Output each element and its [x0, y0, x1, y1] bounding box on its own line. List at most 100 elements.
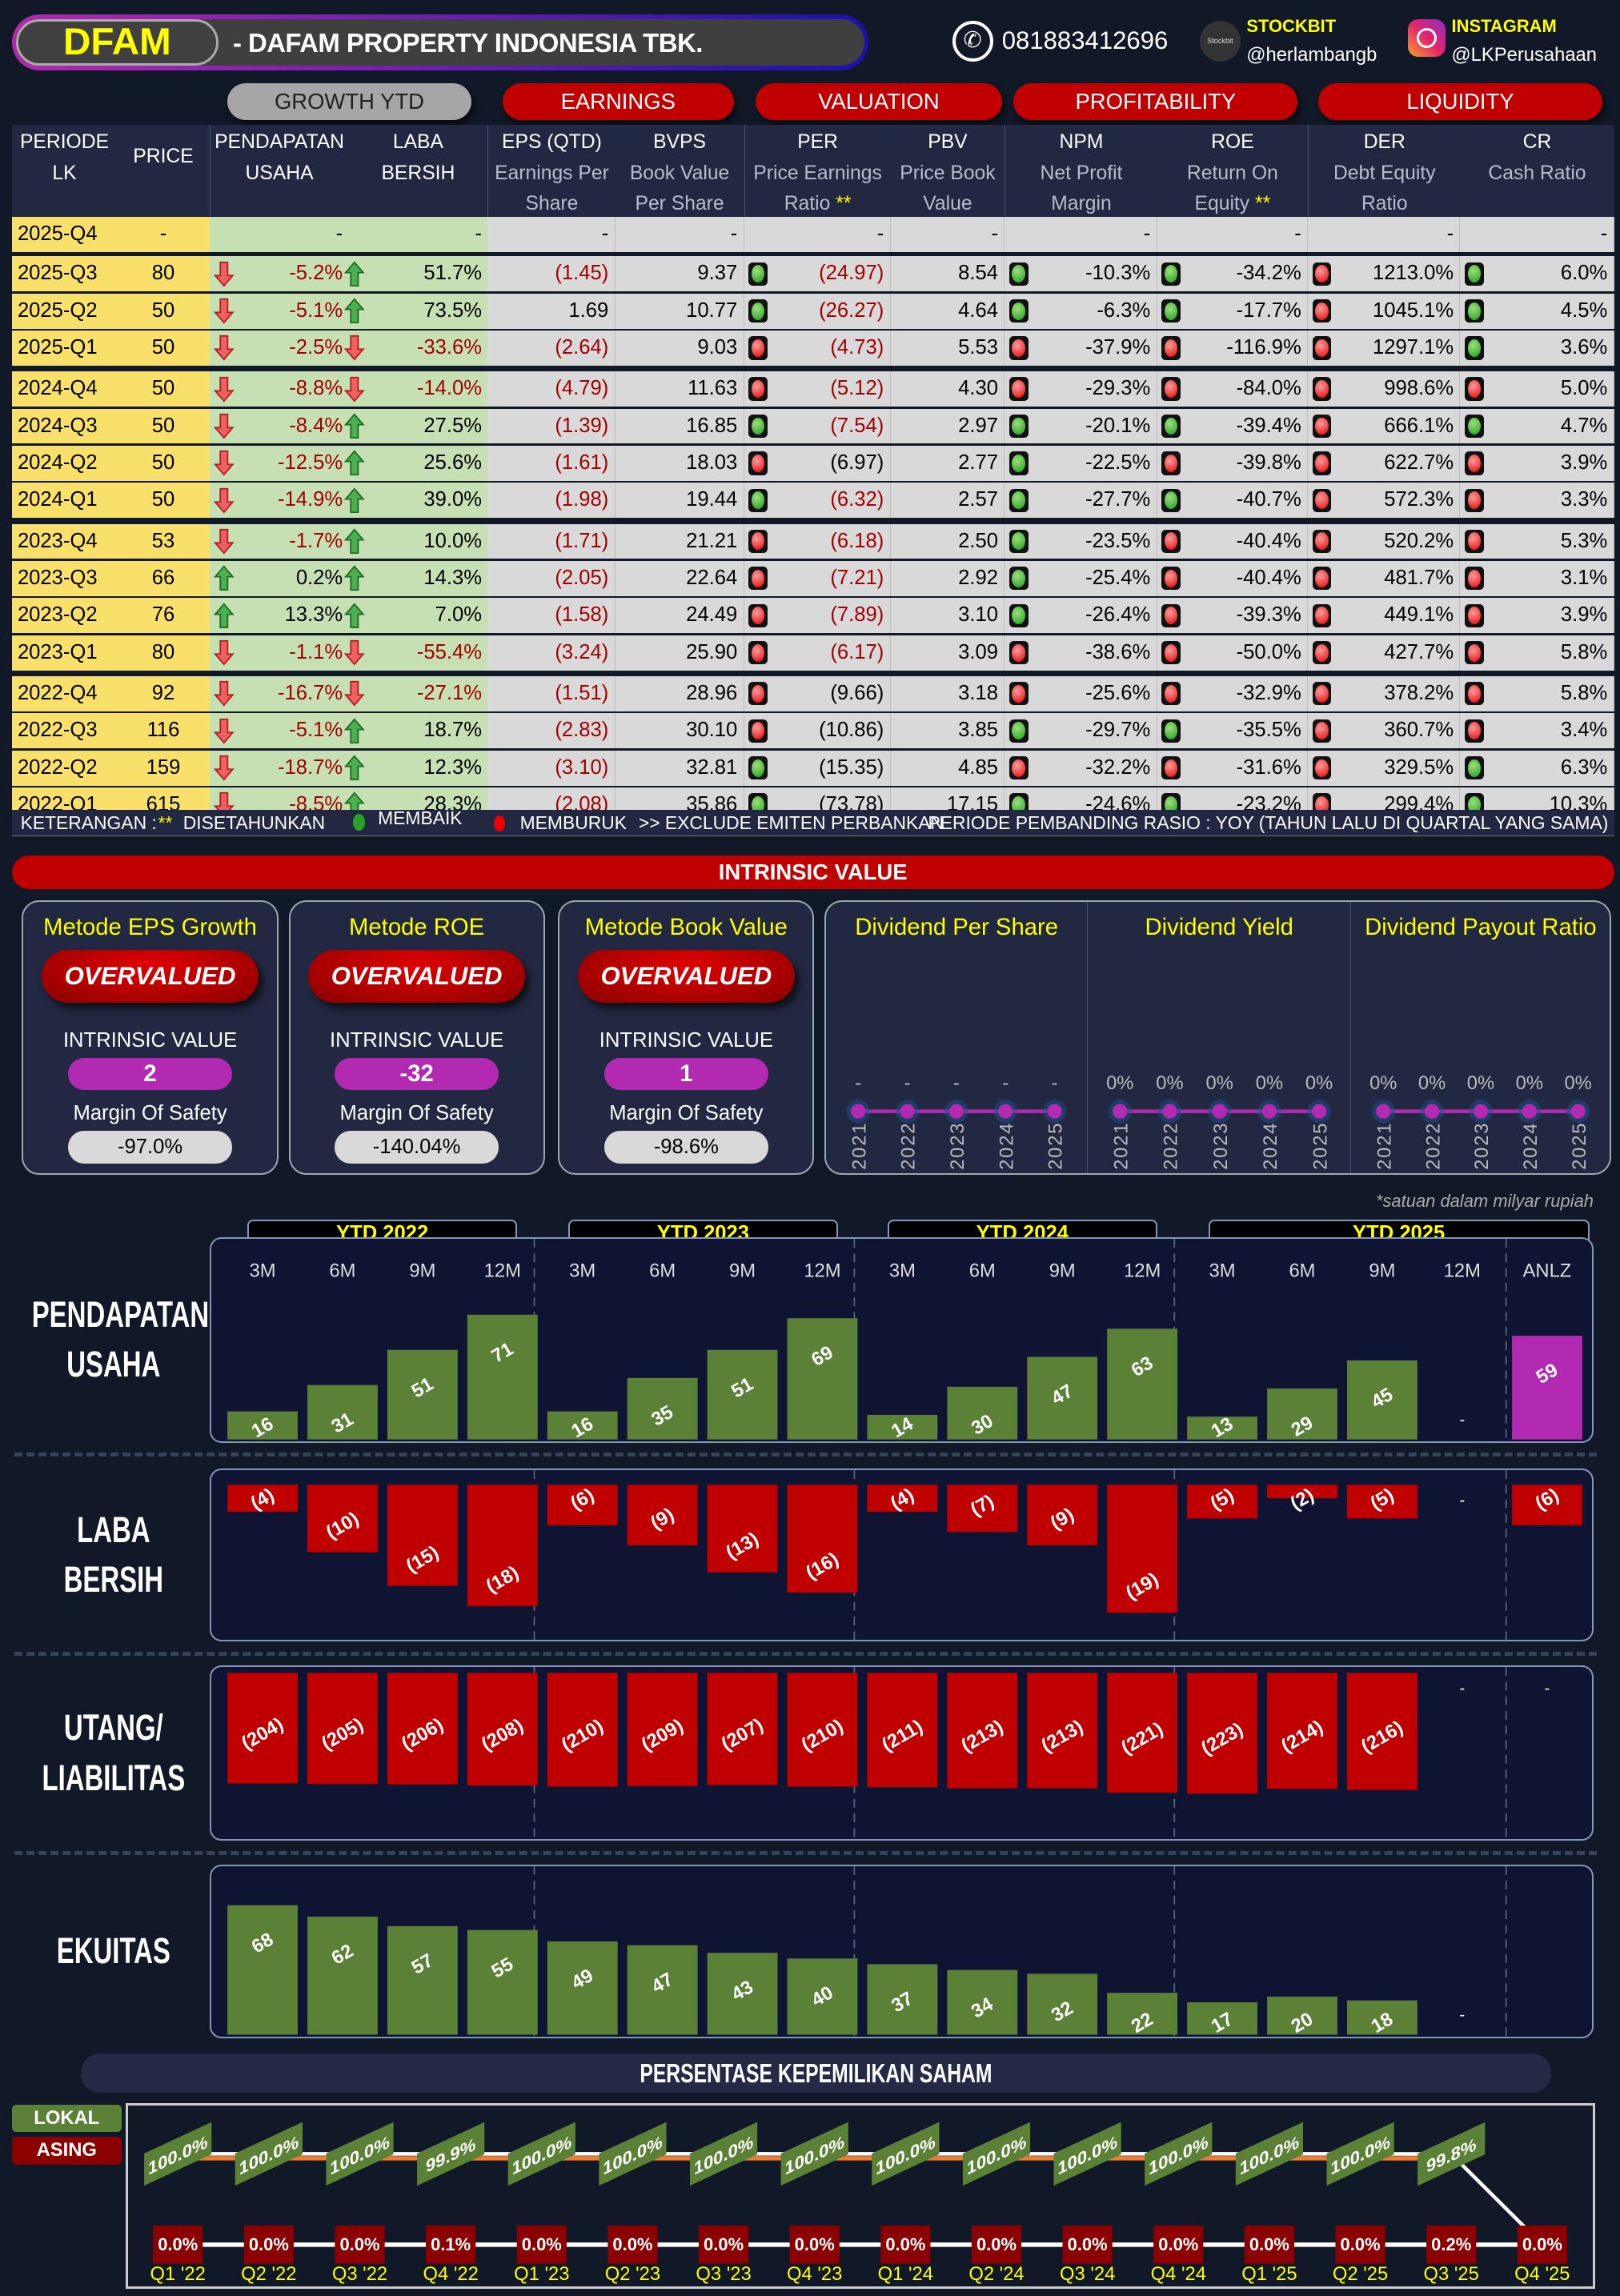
- cr-cell-value: 6.0%: [1560, 262, 1608, 285]
- period-cell-value: 2023-Q4: [17, 529, 98, 552]
- green-indicator-icon: [1161, 299, 1181, 323]
- der-cell: 1045.1%: [1308, 293, 1461, 329]
- red-indicator-icon: [748, 336, 768, 360]
- cr-cell-value: 3.6%: [1560, 335, 1608, 359]
- eps-cell-value: (3.10): [555, 755, 609, 779]
- bar: [707, 1350, 778, 1441]
- dividend-year: 2025: [1045, 1122, 1067, 1170]
- per-cell: (7.89): [744, 598, 891, 634]
- bar: [1186, 1673, 1257, 1794]
- table-row: 2025-Q4 - - - - - - - - - - -: [11, 216, 1614, 252]
- foreign-label: 0.0%: [1159, 2234, 1199, 2254]
- foreign-label-box: [335, 2225, 385, 2264]
- dividend-point: [1425, 1104, 1440, 1120]
- instagram-handle[interactable]: @LKPerusahaan: [1451, 43, 1597, 66]
- bar: [707, 1952, 778, 2035]
- price-cell: 50: [117, 330, 210, 366]
- table-row: 2023-Q4 53 -1.7% 10.0% (1.71) 21.21 (6.18) 2.50…: [11, 523, 1614, 559]
- bar-chart-panel: (4) (10) (15) (18) (6) (9) (13) (16) (4) (7) (9) (1…: [209, 1469, 1594, 1644]
- dividend-panel: Dividend Per Share - 2021 - 2022 - 2023 - 2024 - 2…: [824, 900, 1611, 1175]
- price-cell: 50: [117, 371, 210, 407]
- price-cell-value: 50: [151, 335, 175, 359]
- column-header: PRICE: [117, 125, 209, 220]
- foreign-label-box: [880, 2225, 931, 2264]
- net-profit-growth-cell: 18.7%: [344, 713, 488, 749]
- dividend-year: 2024: [996, 1122, 1018, 1170]
- margin-of-safety-value: -140.04%: [335, 1131, 499, 1164]
- revenue-growth-cell: -1.7%: [209, 523, 349, 559]
- eps-cell: (4.79): [487, 371, 616, 407]
- red-indicator-icon: [748, 377, 768, 401]
- column-subtitle: Earnings Per: [495, 162, 609, 184]
- dividend-year: 2022: [1423, 1122, 1445, 1170]
- revenue-growth-cell-value: -5.1%: [289, 719, 343, 742]
- pbv-cell-value: 8.54: [958, 262, 998, 285]
- legend-worse: MEMBURUK: [519, 811, 627, 833]
- der-cell-value: 520.2%: [1384, 529, 1454, 552]
- red-indicator-icon: [1161, 529, 1181, 554]
- period-cell: 2024-Q3: [11, 408, 118, 444]
- period-cell: 2024-Q2: [11, 445, 118, 481]
- red-indicator-icon: [1161, 336, 1181, 360]
- cr-cell-value: 5.8%: [1560, 681, 1608, 704]
- red-indicator-icon: [1008, 377, 1029, 401]
- period-cell-value: 2024-Q2: [17, 451, 98, 474]
- dividend-line-chart: 0% 2021 0% 2022 0% 2023 0% 2024 0% 2025: [1106, 1073, 1333, 1171]
- red-indicator-icon: [1312, 451, 1332, 475]
- red-indicator-icon: [1464, 377, 1484, 401]
- bar: [1511, 1336, 1582, 1441]
- npm-cell: -27.7%: [1004, 483, 1157, 519]
- dividend-year: 2022: [1161, 1122, 1182, 1170]
- bvps-cell: 19.44: [615, 483, 744, 519]
- dividend-year: 2025: [1309, 1122, 1331, 1170]
- price-cell-value: 80: [151, 640, 175, 663]
- arrow-up-icon: [344, 755, 365, 781]
- npm-cell: -37.9%: [1004, 330, 1157, 366]
- price-cell-value: 53: [151, 529, 175, 552]
- pbv-cell-value: 3.10: [958, 603, 998, 627]
- der-cell: 360.7%: [1308, 713, 1461, 749]
- dividend-year: 2022: [898, 1122, 920, 1170]
- bvps-cell: 30.10: [615, 713, 744, 749]
- bar: [227, 1905, 298, 2035]
- net-profit-growth-cell-value: -27.1%: [416, 681, 483, 704]
- npm-cell-value: -20.1%: [1085, 414, 1151, 437]
- revenue-growth-cell: -8.8%: [209, 371, 349, 407]
- foreign-label-box: [1062, 2225, 1113, 2264]
- cr-cell: 5.8%: [1460, 675, 1614, 711]
- column-header: PER Price Earnings Ratio **: [744, 124, 891, 220]
- period-cell-value: 2024-Q4: [17, 377, 98, 400]
- legend-better: MEMBAIK: [378, 807, 463, 829]
- price-cell: -: [117, 216, 210, 252]
- margin-of-safety-label: Margin Of Safety: [339, 1102, 494, 1125]
- table-row: 2024-Q4 50 -8.8% -14.0% (4.79) 11.63 (5.12) 4.3…: [11, 371, 1614, 407]
- cr-cell: -: [1460, 216, 1614, 252]
- bvps-cell-value: 16.85: [686, 414, 738, 437]
- per-cell-value: (6.17): [830, 640, 884, 663]
- per-cell: (6.32): [744, 483, 891, 519]
- der-cell-value: 378.2%: [1384, 681, 1454, 704]
- bar: [467, 1485, 538, 1607]
- revenue-growth-cell-value: -14.9%: [278, 488, 343, 511]
- period-column-label: 12M: [1124, 1260, 1161, 1282]
- legend-star: **: [158, 811, 173, 833]
- pbv-cell: 2.97: [890, 408, 1005, 444]
- period-cell: 2024-Q1: [11, 483, 118, 519]
- column-title: PBV: [928, 131, 968, 154]
- arrow-up-icon: [344, 603, 365, 628]
- npm-cell: -10.3%: [1004, 256, 1157, 292]
- der-cell-value: 666.1%: [1384, 414, 1454, 437]
- local-point: 100.0%: [508, 2122, 576, 2186]
- arrow-down-icon: [214, 681, 235, 707]
- der-cell: 1213.0%: [1308, 256, 1461, 292]
- column-subtitle: Return On: [1186, 162, 1278, 184]
- bar: [1266, 1485, 1337, 1499]
- green-indicator-icon: [1008, 414, 1029, 439]
- dividend-value: 0%: [1369, 1073, 1397, 1095]
- panel-title: LABA BERSIH: [32, 1505, 195, 1605]
- stockbit-handle[interactable]: @herlambangb: [1246, 43, 1377, 66]
- green-indicator-icon: [1161, 719, 1181, 743]
- cr-cell-value: 5.8%: [1560, 640, 1608, 663]
- method-title: Metode ROE: [349, 914, 485, 941]
- period-cell-value: 2025-Q2: [17, 299, 98, 322]
